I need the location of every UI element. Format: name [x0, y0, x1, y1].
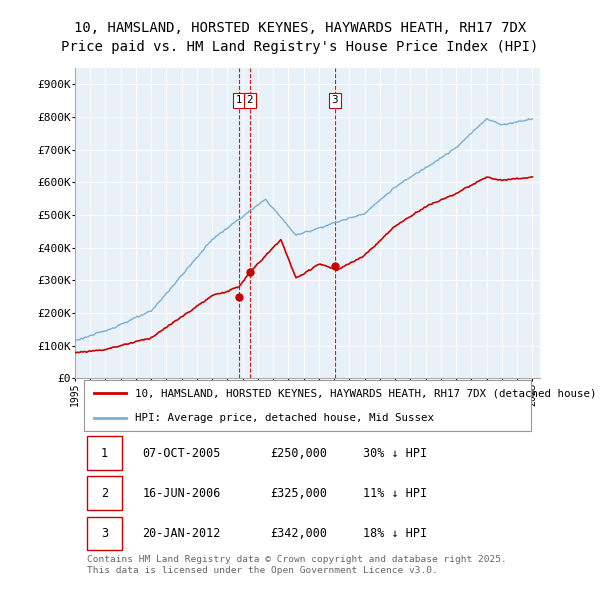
Text: £250,000: £250,000 — [270, 447, 328, 460]
FancyBboxPatch shape — [86, 517, 121, 550]
FancyBboxPatch shape — [86, 437, 121, 470]
Text: 20-JAN-2012: 20-JAN-2012 — [142, 527, 221, 540]
Text: 3: 3 — [332, 96, 338, 106]
Text: 10, HAMSLAND, HORSTED KEYNES, HAYWARDS HEATH, RH17 7DX (detached house): 10, HAMSLAND, HORSTED KEYNES, HAYWARDS H… — [136, 388, 597, 398]
Text: 07-OCT-2005: 07-OCT-2005 — [142, 447, 221, 460]
Text: 1: 1 — [236, 96, 242, 106]
FancyBboxPatch shape — [86, 477, 121, 510]
Text: Price paid vs. HM Land Registry's House Price Index (HPI): Price paid vs. HM Land Registry's House … — [61, 40, 539, 54]
Text: 16-JUN-2006: 16-JUN-2006 — [142, 487, 221, 500]
Text: 2: 2 — [101, 487, 108, 500]
Text: Contains HM Land Registry data © Crown copyright and database right 2025.
This d: Contains HM Land Registry data © Crown c… — [86, 555, 506, 575]
Text: HPI: Average price, detached house, Mid Sussex: HPI: Average price, detached house, Mid … — [136, 413, 434, 423]
Text: 30% ↓ HPI: 30% ↓ HPI — [364, 447, 427, 460]
Text: £325,000: £325,000 — [270, 487, 328, 500]
FancyBboxPatch shape — [84, 381, 531, 431]
Text: 10, HAMSLAND, HORSTED KEYNES, HAYWARDS HEATH, RH17 7DX: 10, HAMSLAND, HORSTED KEYNES, HAYWARDS H… — [74, 21, 526, 35]
Text: £342,000: £342,000 — [270, 527, 328, 540]
Text: 18% ↓ HPI: 18% ↓ HPI — [364, 527, 427, 540]
Text: 3: 3 — [101, 527, 108, 540]
Text: 11% ↓ HPI: 11% ↓ HPI — [364, 487, 427, 500]
Text: 2: 2 — [247, 96, 253, 106]
Text: 1: 1 — [101, 447, 108, 460]
